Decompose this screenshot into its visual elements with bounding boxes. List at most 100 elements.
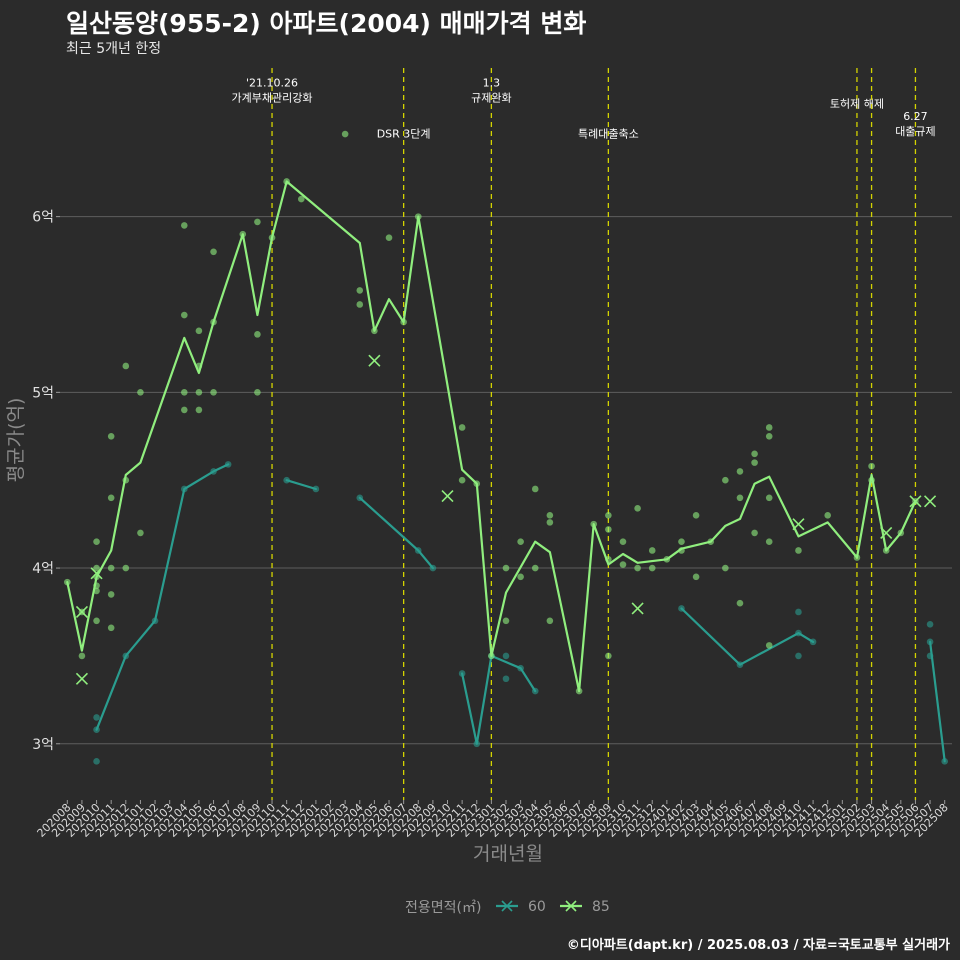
data-point: [107, 564, 115, 572]
data-point: [663, 555, 671, 563]
data-point: [93, 564, 100, 572]
data-point: [853, 554, 861, 561]
data-point: [93, 587, 100, 595]
data-point: [356, 287, 364, 294]
data-point: [517, 573, 524, 581]
cross-stroke: [909, 495, 922, 508]
data-point: [414, 213, 422, 220]
data-point: [648, 547, 656, 554]
data-point: [414, 547, 422, 554]
data-point: [926, 638, 934, 646]
data-point: [151, 617, 159, 625]
series-line: [928, 640, 946, 763]
data-point: [736, 661, 744, 668]
data-point: [254, 331, 261, 338]
series-layer: [64, 130, 948, 765]
data-point: [619, 538, 627, 545]
legend-key-cross: [501, 900, 513, 912]
data-point: [137, 529, 144, 537]
data-point: [137, 389, 144, 396]
data-point: [502, 564, 510, 572]
legend-title: 전용면적(㎡): [405, 900, 481, 916]
cross-stroke: [75, 672, 89, 685]
data-point: [590, 520, 598, 528]
event-label: 1.3: [483, 77, 501, 90]
data-point: [868, 476, 875, 484]
data-point: [897, 529, 905, 537]
data-point: [736, 468, 744, 475]
event-label: 특례대출축소: [578, 128, 639, 141]
data-point: [736, 599, 744, 607]
data-point: [239, 230, 247, 238]
data-point: [531, 687, 539, 695]
data-point: [93, 726, 100, 734]
data-point: [941, 758, 948, 765]
event-label: 토허제 해제: [830, 97, 884, 111]
data-point: [736, 494, 744, 502]
data-point: [356, 494, 364, 502]
y-tick-label: 3억: [32, 737, 54, 753]
data-point: [297, 195, 305, 203]
source-caption: ©디아파트(dapt.kr) / 2025.08.03 / 자료=국토교통부 실…: [566, 938, 950, 953]
data-point: [473, 740, 481, 748]
event-label: 6.27: [903, 110, 928, 123]
y-tick-label: 4억: [32, 561, 54, 577]
data-point: [210, 318, 217, 326]
series-line: [461, 654, 537, 745]
data-point: [195, 362, 203, 370]
cross-marker: [792, 518, 805, 531]
cross-stroke: [368, 354, 381, 367]
data-point: [356, 301, 364, 308]
data-point: [692, 573, 700, 581]
data-point: [605, 652, 612, 660]
data-point: [546, 617, 554, 625]
data-point: [93, 758, 100, 765]
y-tick-label: 6억: [32, 210, 54, 226]
data-point: [678, 547, 685, 554]
data-point: [341, 130, 349, 138]
event-label: 규제완화: [471, 92, 511, 105]
data-point: [283, 178, 290, 185]
legend: 전용면적(㎡) 60 85: [405, 899, 610, 916]
data-point: [575, 687, 583, 695]
data-point: [122, 476, 130, 484]
data-point: [122, 362, 130, 370]
data-point: [605, 555, 612, 563]
legend-label: 85: [592, 899, 610, 915]
data-point: [254, 218, 261, 226]
data-point: [107, 591, 115, 598]
cross-stroke: [792, 518, 805, 531]
data-point: [531, 564, 539, 572]
data-point: [882, 547, 890, 554]
event-label: 대출규제: [895, 125, 935, 138]
data-point: [210, 248, 217, 256]
data-point: [502, 617, 510, 625]
data-point: [517, 538, 524, 545]
data-point: [488, 652, 495, 660]
data-point: [210, 389, 217, 396]
cross-stroke: [90, 567, 103, 580]
cross-stroke: [923, 495, 937, 508]
data-point: [371, 327, 378, 335]
chart-subtitle: 최근 5개년 한정: [66, 41, 162, 57]
data-point: [692, 512, 700, 519]
chart-title: 일산동양(955-2) 아파트(2004) 매매가격 변화: [66, 9, 587, 38]
data-point: [634, 505, 641, 512]
data-point: [93, 714, 100, 721]
data-point: [107, 494, 115, 502]
cross-marker: [880, 526, 893, 539]
data-point: [180, 389, 188, 396]
data-point: [722, 564, 729, 572]
event-label: 가계부채관리강화: [232, 92, 313, 105]
data-point: [765, 642, 773, 649]
data-point: [648, 564, 656, 572]
data-point: [473, 480, 481, 488]
data-point: [795, 608, 802, 616]
cross-marker: [90, 567, 103, 580]
data-point: [795, 652, 802, 660]
axis-layer: 3억4억5억6억20200820200920201020201120201220…: [32, 210, 951, 840]
data-point: [502, 652, 510, 660]
data-point: [283, 476, 290, 484]
cross-marker: [909, 495, 922, 508]
legend-item-85: 85: [560, 899, 610, 915]
